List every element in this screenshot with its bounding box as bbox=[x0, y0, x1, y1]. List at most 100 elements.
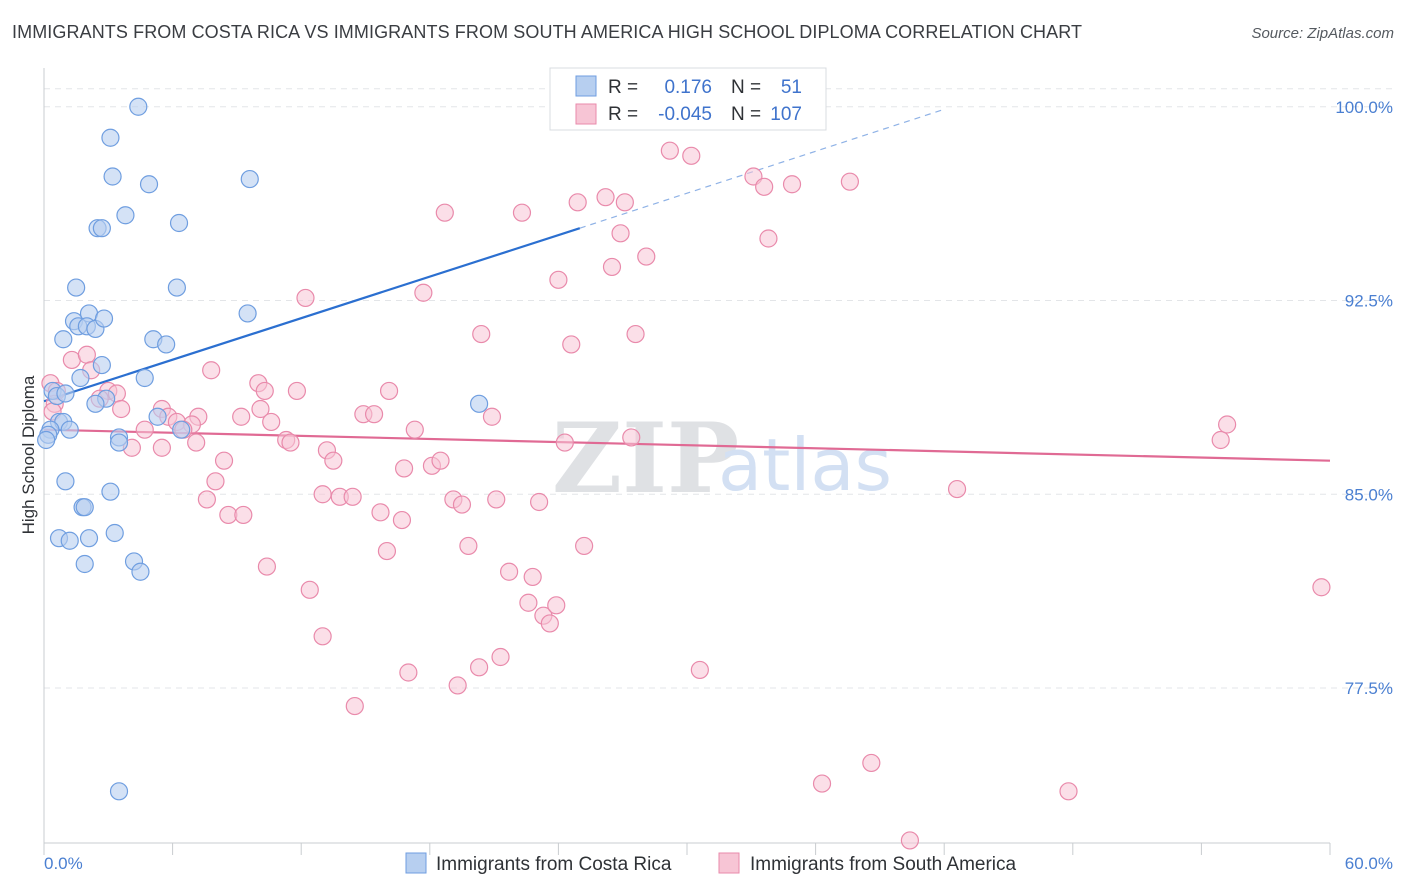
legend-label-south-america: Immigrants from South America bbox=[750, 854, 1017, 875]
point-south-america-15 bbox=[152, 438, 171, 457]
stats-box: R = 0.176 N = 51 R = -0.045 N = 107 bbox=[549, 67, 827, 131]
point-south-america-70 bbox=[568, 193, 587, 212]
point-south-america-105 bbox=[491, 647, 510, 667]
point-south-america-66 bbox=[547, 596, 566, 615]
point-south-america-55 bbox=[472, 324, 491, 344]
point-south-america-58 bbox=[487, 490, 506, 509]
point-costa-rica-40 bbox=[56, 472, 75, 491]
point-south-america-23 bbox=[214, 451, 234, 470]
stats-r-label-2: R = bbox=[608, 104, 638, 125]
point-south-america-22 bbox=[206, 472, 225, 491]
trend-line-costa-rica-extension bbox=[579, 108, 945, 229]
point-costa-rica-2 bbox=[103, 167, 122, 186]
chart-title: IMMIGRANTS FROM COSTA RICA VS IMMIGRANTS… bbox=[12, 22, 1083, 42]
point-costa-rica-4 bbox=[240, 169, 259, 189]
point-south-america-92 bbox=[862, 753, 881, 773]
point-costa-rica-7 bbox=[92, 219, 111, 238]
point-south-america-89 bbox=[782, 175, 802, 194]
point-south-america-81 bbox=[682, 146, 701, 165]
point-costa-rica-5 bbox=[116, 206, 135, 225]
point-costa-rica-12 bbox=[238, 304, 257, 323]
stats-swatch-blue bbox=[575, 75, 597, 97]
point-south-america-96 bbox=[1211, 430, 1230, 450]
point-south-america-99 bbox=[300, 580, 319, 599]
point-south-america-5 bbox=[77, 345, 96, 364]
point-costa-rica-22 bbox=[135, 368, 154, 388]
point-south-america-40 bbox=[343, 487, 362, 506]
y-tick-label-0: 77.5% bbox=[1345, 679, 1393, 698]
point-south-america-93 bbox=[900, 831, 920, 850]
point-south-america-13 bbox=[135, 420, 154, 439]
trend-line-south-america bbox=[43, 428, 1331, 462]
point-south-america-88 bbox=[759, 229, 778, 248]
point-south-america-97 bbox=[1218, 415, 1237, 434]
point-costa-rica-0 bbox=[129, 97, 148, 116]
point-costa-rica-48 bbox=[75, 554, 94, 574]
point-south-america-98 bbox=[1312, 578, 1331, 597]
point-south-america-72 bbox=[596, 188, 615, 207]
point-south-america-87 bbox=[755, 177, 774, 196]
legend-swatch-costa-rica bbox=[405, 852, 427, 874]
point-costa-rica-46 bbox=[79, 529, 99, 548]
stats-n-value-2: 107 bbox=[770, 104, 802, 125]
point-south-america-29 bbox=[251, 399, 270, 419]
x-tick-min: 0.0% bbox=[44, 854, 83, 873]
point-costa-rica-50 bbox=[131, 562, 150, 581]
point-south-america-56 bbox=[469, 658, 489, 677]
point-costa-rica-23 bbox=[71, 368, 90, 388]
point-costa-rica-21 bbox=[92, 355, 111, 375]
point-south-america-91 bbox=[840, 172, 859, 191]
point-south-america-37 bbox=[296, 288, 315, 308]
point-costa-rica-29 bbox=[148, 407, 167, 426]
source-label: Source: ZipAtlas.com bbox=[1251, 25, 1394, 42]
point-south-america-80 bbox=[660, 141, 679, 160]
point-south-america-69 bbox=[562, 335, 581, 354]
point-south-america-10 bbox=[112, 399, 131, 419]
point-costa-rica-39 bbox=[469, 394, 489, 413]
point-south-america-78 bbox=[637, 247, 656, 266]
point-south-america-63 bbox=[530, 492, 549, 512]
stats-r-value-2: -0.045 bbox=[658, 104, 712, 125]
point-south-america-31 bbox=[262, 412, 281, 432]
point-south-america-71 bbox=[575, 536, 594, 556]
point-south-america-68 bbox=[555, 433, 574, 452]
point-costa-rica-17 bbox=[94, 309, 114, 328]
point-costa-rica-18 bbox=[54, 330, 73, 349]
point-south-america-44 bbox=[377, 541, 397, 561]
point-south-america-74 bbox=[611, 224, 630, 243]
point-costa-rica-10 bbox=[167, 278, 186, 297]
point-south-america-62 bbox=[523, 567, 542, 587]
point-south-america-46 bbox=[394, 459, 414, 478]
point-south-america-21 bbox=[202, 361, 221, 380]
legend-label-costa-rica: Immigrants from Costa Rica bbox=[436, 854, 672, 875]
point-south-america-59 bbox=[500, 562, 519, 581]
y-tick-label-2: 92.5% bbox=[1345, 292, 1393, 311]
stats-n-label-2: N = bbox=[731, 104, 761, 125]
point-south-america-36 bbox=[324, 451, 343, 470]
point-south-america-53 bbox=[452, 495, 472, 514]
point-south-america-43 bbox=[371, 503, 390, 522]
point-south-america-73 bbox=[602, 257, 622, 277]
point-south-america-24 bbox=[197, 490, 216, 509]
point-costa-rica-9 bbox=[67, 278, 86, 297]
point-south-america-103 bbox=[399, 663, 418, 682]
point-south-america-100 bbox=[313, 627, 332, 646]
point-south-america-51 bbox=[435, 203, 454, 222]
point-south-america-30 bbox=[255, 381, 274, 401]
watermark-atlas: atlas bbox=[718, 423, 892, 507]
axes bbox=[43, 68, 1331, 855]
point-south-america-61 bbox=[519, 593, 538, 612]
y-tick-label-1: 85.0% bbox=[1345, 485, 1393, 504]
point-costa-rica-8 bbox=[169, 213, 189, 233]
point-south-america-57 bbox=[482, 407, 502, 426]
point-south-america-106 bbox=[257, 557, 277, 576]
point-south-america-45 bbox=[379, 381, 399, 401]
stats-r-label-1: R = bbox=[608, 77, 638, 98]
points-costa-rica bbox=[37, 97, 489, 801]
point-south-america-76 bbox=[622, 428, 641, 447]
trend-line-costa-rica bbox=[43, 227, 581, 403]
point-south-america-102 bbox=[392, 510, 412, 530]
y-axis-label: High School Diploma bbox=[19, 375, 38, 534]
watermark: ZIP atlas bbox=[552, 402, 892, 515]
